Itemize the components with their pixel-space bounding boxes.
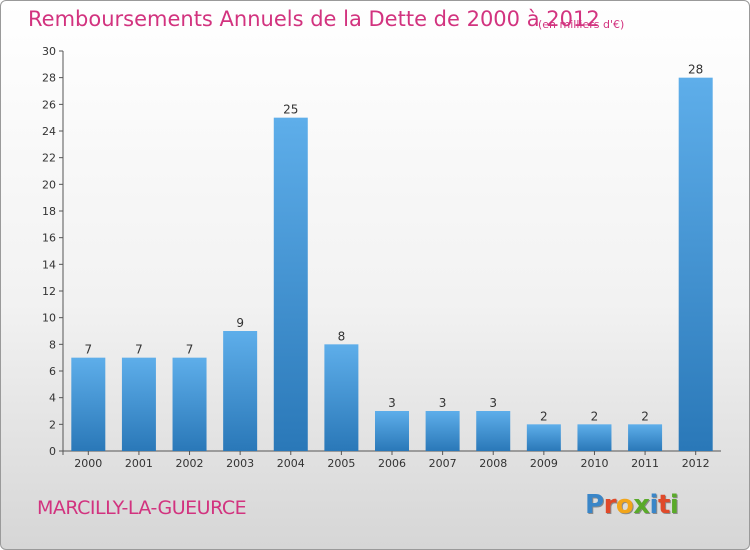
logo-letter: i [649,490,659,520]
logo-letter: t [657,490,670,520]
data-label: 9 [236,316,244,330]
data-label: 28 [688,63,703,77]
bar [375,411,409,451]
x-tick-label: 2003 [226,457,254,470]
x-tick-label: 2006 [378,457,406,470]
y-tick-label: 28 [42,72,56,85]
y-tick-label: 16 [42,232,56,245]
y-tick-label: 22 [42,152,56,165]
bar [273,117,308,452]
x-tick-label: 2009 [530,457,558,470]
data-label: 2 [591,409,599,423]
bar [425,411,460,451]
y-tick-label: 0 [49,445,56,458]
bar [577,424,612,451]
data-label: 7 [84,343,92,357]
x-tick-label: 2001 [125,457,153,470]
logo-letter: P [585,490,604,520]
bar [526,424,561,451]
x-tick-label: 2010 [580,457,608,470]
y-tick-label: 30 [42,45,56,58]
x-tick-label: 2008 [479,457,507,470]
x-tick-label: 2007 [429,457,457,470]
x-tick-label: 2000 [74,457,102,470]
x-tick-label: 2012 [682,457,710,470]
bar [71,357,106,451]
y-tick-label: 2 [49,418,56,431]
data-label: 3 [489,396,497,410]
bar [628,424,663,451]
logo-letter: o [615,490,634,520]
data-label: 2 [540,409,548,423]
x-tick-label: 2002 [176,457,204,470]
y-tick-label: 4 [49,392,56,405]
bar [324,344,359,451]
x-tick-label: 2011 [631,457,659,470]
data-label: 7 [135,343,143,357]
logo-letter: r [603,490,617,520]
proxiti-logo: Proxiti [585,490,679,520]
bar [678,77,713,452]
commune-name: MARCILLY-LA-GUEURCE [37,497,247,519]
y-tick-label: 6 [49,365,56,378]
y-tick-label: 26 [42,98,56,111]
chart-title: Remboursements Annuels de la Dette de 20… [28,7,600,31]
y-tick-label: 8 [49,338,56,351]
data-label: 8 [338,329,346,343]
data-label: 7 [186,343,194,357]
bar [121,357,156,451]
y-tick-label: 14 [42,258,56,271]
y-tick-label: 20 [42,178,56,191]
y-tick-label: 24 [42,125,56,138]
x-tick-label: 2004 [277,457,305,470]
logo-letter: x [633,490,650,520]
x-tick-label: 2005 [327,457,355,470]
bar [476,411,511,451]
bar [172,357,207,451]
data-label: 3 [388,396,396,410]
y-tick-label: 18 [42,205,56,218]
logo-letter: i [669,490,679,520]
chart-subtitle: (en milliers d'€) [538,18,625,31]
y-tick-label: 12 [42,285,56,298]
data-label: 3 [439,396,447,410]
data-label: 25 [283,103,298,117]
data-label: 2 [641,409,649,423]
y-tick-label: 10 [42,312,56,325]
bar [223,331,258,451]
